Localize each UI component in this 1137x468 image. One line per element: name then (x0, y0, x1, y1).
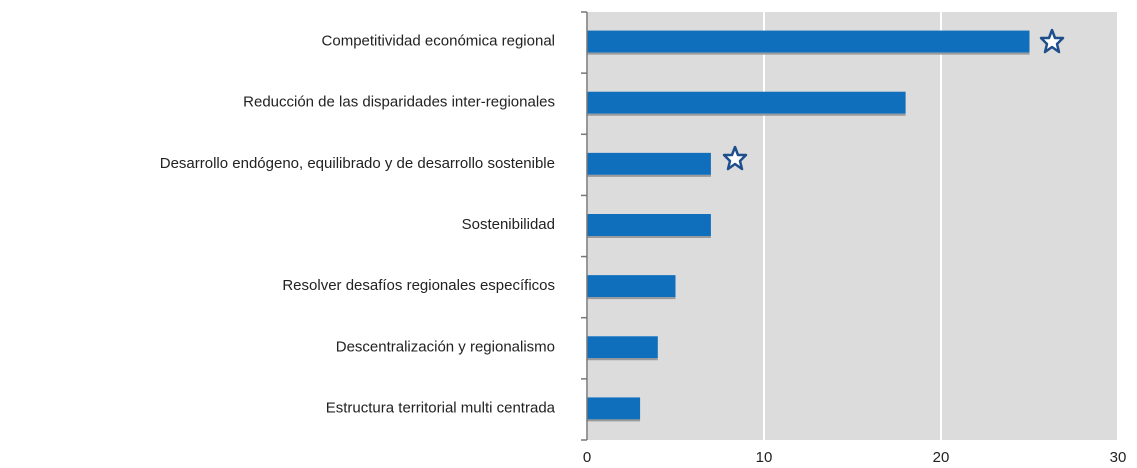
star-marker (722, 145, 748, 171)
y-tick-label: Resolver desafíos regionales específicos (282, 277, 555, 294)
bars (587, 30, 1030, 422)
y-tick-label: Descentralización y regionalismo (336, 338, 555, 355)
star-marker (1039, 28, 1065, 54)
y-tick-label: Desarrollo endógeno, equilibrado y de de… (160, 155, 555, 172)
y-tick-label: Competitividad económica regional (322, 33, 555, 50)
x-tick-label: 30 (1110, 449, 1127, 466)
bar (587, 336, 658, 359)
x-tick-label: 10 (756, 449, 773, 466)
y-tick-label: Reducción de las disparidades inter-regi… (243, 94, 555, 111)
y-tick-label: Estructura territorial multi centrada (326, 399, 556, 416)
bar (587, 30, 1030, 53)
bar (587, 214, 711, 236)
bar (587, 152, 711, 175)
x-tick-label: 20 (933, 449, 950, 466)
bar (587, 275, 676, 298)
bar (587, 397, 641, 420)
y-tick-label: Sostenibilidad (462, 216, 555, 233)
x-tick-label: 0 (583, 449, 591, 466)
bar (587, 91, 906, 114)
